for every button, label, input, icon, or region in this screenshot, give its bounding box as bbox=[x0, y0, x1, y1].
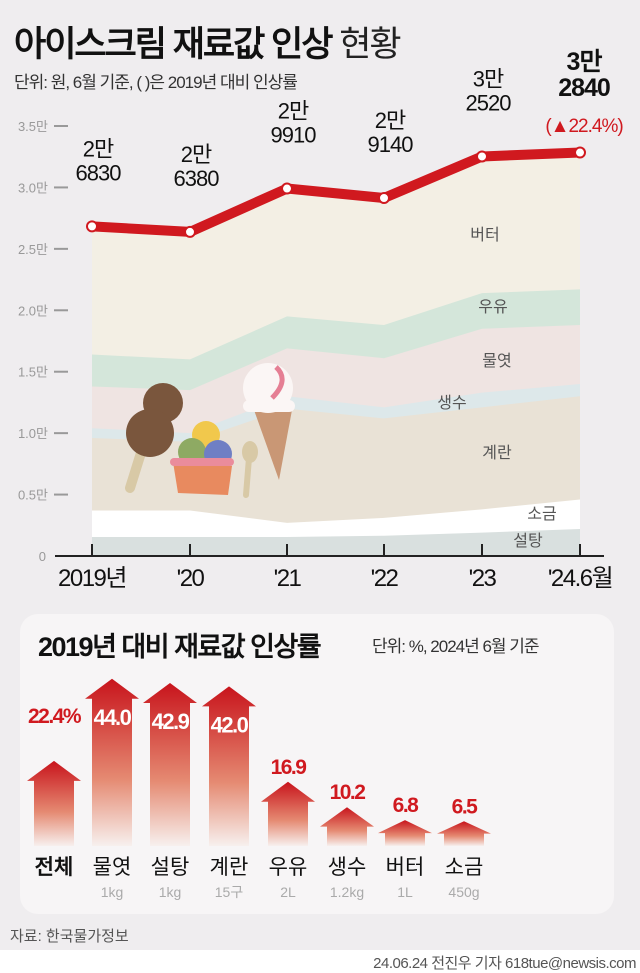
increase-arrow bbox=[437, 821, 491, 846]
value-label: 42.0 bbox=[211, 712, 249, 737]
data-point bbox=[281, 182, 293, 195]
series-label: 설탕 bbox=[513, 532, 543, 550]
cone-icon bbox=[243, 363, 295, 480]
series-label: 생수 bbox=[437, 394, 466, 412]
title-main: 아이스크림 재료값 인상 bbox=[14, 25, 333, 64]
x-tick-label: 2019년 bbox=[58, 565, 126, 592]
value-label-rest: 2520 bbox=[466, 90, 512, 115]
increase-arrow bbox=[143, 682, 197, 846]
series-label: 소금 bbox=[527, 506, 556, 523]
unit-sublabel: 1kg bbox=[159, 884, 182, 900]
bar-chart-title: 2019년 대비 재료값 인상률 bbox=[38, 632, 322, 662]
increase-arrow bbox=[261, 781, 315, 846]
category-label: 계란 bbox=[210, 856, 249, 879]
category-label: 소금 bbox=[445, 856, 484, 879]
value-label-man: 3만 bbox=[567, 48, 603, 76]
credit: 24.06.24 전진우 기자 618tue@newsis.com bbox=[373, 955, 636, 972]
source: 자료: 한국물가정보 bbox=[10, 928, 129, 945]
value-label: 6.8 bbox=[393, 794, 420, 817]
value-label-man: 2만 bbox=[278, 99, 309, 124]
category-label: 생수 bbox=[328, 856, 367, 879]
increase-arrow bbox=[85, 678, 139, 846]
series-label: 계란 bbox=[482, 444, 512, 462]
value-label-man: 2만 bbox=[375, 108, 406, 133]
increase-arrow bbox=[27, 760, 81, 846]
change-label: (▲22.4%) bbox=[545, 116, 623, 137]
value-label-man: 2만 bbox=[181, 142, 212, 167]
unit-sublabel: 15구 bbox=[215, 884, 244, 900]
value-label: 10.2 bbox=[330, 781, 366, 804]
series-label: 우유 bbox=[478, 299, 507, 316]
ice-cream-cup-icon bbox=[170, 421, 258, 498]
x-tick-label: '23 bbox=[469, 565, 497, 592]
x-tick-label: '21 bbox=[274, 565, 302, 592]
unit-sublabel: 2L bbox=[280, 884, 296, 900]
category-label: 물엿 bbox=[93, 856, 132, 879]
data-point bbox=[378, 191, 390, 204]
title-light: 현황 bbox=[339, 25, 401, 64]
category-label: 버터 bbox=[386, 856, 425, 879]
series-label: 물엿 bbox=[482, 352, 511, 370]
unit-note: 단위: 원, 6월 기준, ( )은 2019년 대비 인상률 bbox=[14, 73, 298, 92]
unit-sublabel: 1.2kg bbox=[330, 884, 364, 900]
popsicle-icon bbox=[125, 383, 183, 493]
data-point bbox=[86, 220, 98, 233]
value-label-rest: 9140 bbox=[368, 132, 414, 157]
unit-sublabel: 1kg bbox=[101, 884, 124, 900]
y-tick-label: 3.5만 bbox=[18, 119, 48, 134]
value-label: 6.5 bbox=[452, 795, 479, 818]
y-tick-label: 0.5만 bbox=[18, 488, 48, 503]
data-point bbox=[184, 225, 196, 238]
value-label: 22.4% bbox=[28, 705, 82, 728]
value-label: 44.0 bbox=[94, 705, 132, 730]
bar-chart-unit: 단위: %, 2024년 6월 기준 bbox=[372, 637, 540, 656]
value-label-man: 3만 bbox=[473, 66, 504, 91]
increase-arrow bbox=[202, 686, 256, 846]
y-tick-label: 1.5만 bbox=[18, 365, 48, 380]
y-tick-label: 3.0만 bbox=[18, 180, 48, 195]
data-point bbox=[476, 150, 488, 163]
unit-sublabel: 1L bbox=[397, 884, 413, 900]
x-tick-label: '20 bbox=[177, 565, 205, 592]
y-tick-label: 2.0만 bbox=[18, 303, 48, 318]
page-title: 아이스크림 재료값 인상 현황 bbox=[14, 16, 402, 67]
x-tick-label: '22 bbox=[371, 565, 399, 592]
value-label-man: 2만 bbox=[83, 136, 114, 161]
increase-arrow bbox=[378, 820, 432, 846]
data-point bbox=[574, 146, 586, 159]
unit-sublabel: 450g bbox=[448, 884, 479, 900]
series-label: 버터 bbox=[470, 226, 499, 244]
value-label-rest: 9910 bbox=[271, 123, 317, 148]
credit-bar: 24.06.24 전진우 기자 618tue@newsis.com bbox=[0, 950, 640, 973]
y-tick-label: 2.5만 bbox=[18, 242, 48, 257]
area-설탕 bbox=[92, 528, 580, 556]
value-label-rest: 6380 bbox=[174, 166, 220, 191]
category-label: 우유 bbox=[269, 856, 308, 879]
y-tick-label: 1.0만 bbox=[18, 426, 48, 441]
value-label-rest: 2840 bbox=[558, 74, 610, 102]
value-label-rest: 6830 bbox=[76, 160, 122, 185]
ice-cream-illustration bbox=[125, 363, 295, 498]
value-label: 16.9 bbox=[271, 756, 307, 779]
total-line bbox=[91, 147, 581, 237]
category-label: 설탕 bbox=[151, 856, 190, 879]
category-label: 전체 bbox=[35, 856, 74, 879]
y-tick-label: 0 bbox=[39, 549, 46, 564]
increase-arrow bbox=[320, 807, 374, 846]
value-label: 42.9 bbox=[152, 709, 190, 734]
x-tick-label: '24.6월 bbox=[548, 565, 612, 592]
increase-rate-chart: 22.4% 전체 44.0 물엿 1kg 42.9 설탕 1kg 42.0 계란 15구 16.9 우유… bbox=[27, 678, 491, 900]
